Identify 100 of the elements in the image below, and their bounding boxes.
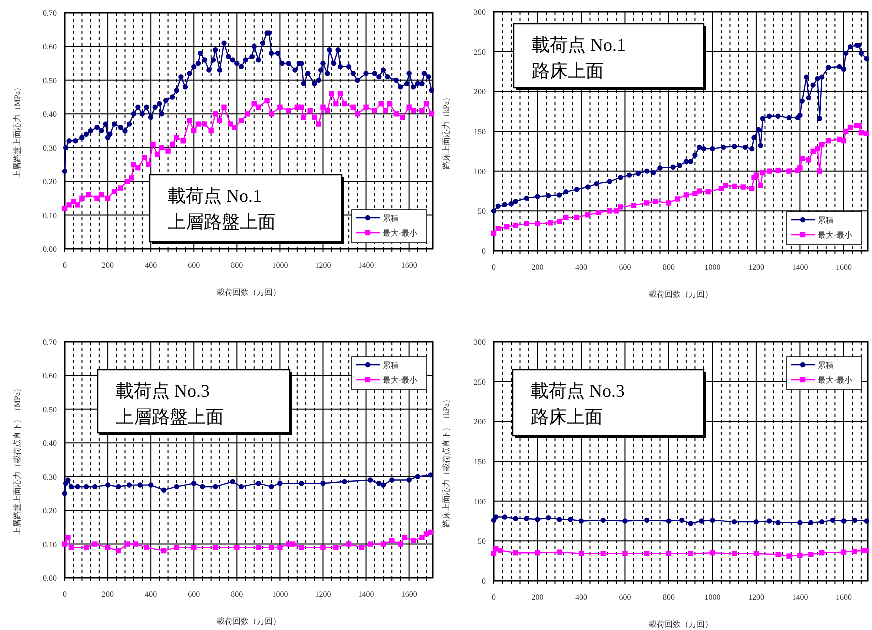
- point: [192, 481, 197, 486]
- text: 載荷点 No.1: [168, 186, 262, 206]
- point: [798, 112, 803, 118]
- y-tick-label: 0.40: [43, 110, 57, 120]
- point: [688, 521, 694, 526]
- y-axis-title: 路床上面応力（載荷点直下）（kPa）: [442, 396, 451, 528]
- point: [138, 482, 143, 488]
- point: [798, 552, 803, 558]
- point: [815, 76, 820, 82]
- y-tick-label: 0.50: [43, 76, 57, 86]
- point: [754, 172, 760, 178]
- point: [256, 481, 262, 486]
- y-tick-label: 0.70: [43, 9, 57, 18]
- x-tick-label: 800: [662, 593, 675, 602]
- point: [786, 115, 792, 121]
- text: 路床上面: [532, 61, 604, 81]
- y-tick-label: 0.10: [43, 211, 57, 220]
- point: [105, 545, 111, 550]
- point: [238, 484, 244, 490]
- x-tick-label: 600: [619, 593, 632, 602]
- x-tick-label: 600: [188, 590, 200, 599]
- point: [806, 158, 812, 163]
- point: [817, 116, 822, 122]
- point: [334, 545, 339, 550]
- point: [666, 551, 672, 557]
- point: [535, 221, 540, 227]
- point: [513, 199, 518, 204]
- point: [844, 50, 849, 56]
- point: [524, 196, 530, 202]
- point: [116, 548, 122, 554]
- point: [618, 204, 624, 210]
- point: [808, 552, 814, 558]
- y-tick-label: 150: [474, 128, 486, 136]
- point: [776, 520, 781, 526]
- point: [491, 230, 497, 236]
- x-tick-label: 1600: [401, 590, 418, 599]
- point: [701, 146, 707, 152]
- point: [607, 208, 613, 214]
- y-tick-label: 0.10: [43, 540, 57, 550]
- x-tick-label: 1200: [315, 590, 332, 599]
- point: [496, 204, 501, 209]
- y-tick-label: 150: [474, 458, 486, 466]
- y-tick-label: 50: [478, 207, 486, 216]
- point: [546, 515, 552, 521]
- text: 載荷点 No.1: [532, 35, 626, 55]
- point: [688, 159, 694, 164]
- point: [299, 481, 304, 486]
- point: [760, 170, 766, 176]
- x-tick-label: 800: [231, 590, 244, 599]
- point: [644, 200, 650, 206]
- point: [68, 545, 74, 550]
- point: [133, 542, 139, 547]
- x-tick-label: 1000: [704, 263, 721, 272]
- legend-label: 累積: [383, 214, 399, 223]
- point: [760, 116, 766, 122]
- point: [524, 516, 530, 522]
- point: [841, 66, 847, 72]
- legend-label: 累積: [818, 361, 834, 370]
- point: [346, 542, 352, 547]
- point: [644, 518, 650, 524]
- point: [732, 519, 738, 525]
- y-tick-label: 250: [474, 48, 486, 57]
- point: [524, 221, 530, 227]
- text: 上層路盤上面: [116, 407, 224, 427]
- point: [390, 538, 395, 544]
- legend-label: 最大-最小: [383, 229, 418, 238]
- point: [564, 189, 569, 195]
- point: [692, 152, 698, 158]
- point: [856, 123, 862, 129]
- point: [754, 551, 760, 557]
- y-tick-label: 0.70: [43, 338, 57, 347]
- point: [491, 551, 497, 557]
- x-tick-label: 400: [145, 590, 158, 599]
- x-tick-label: 1600: [836, 593, 852, 602]
- point: [320, 545, 326, 550]
- point: [368, 478, 374, 483]
- x-tick-label: 1400: [358, 261, 374, 270]
- point: [84, 484, 90, 490]
- point: [116, 484, 122, 490]
- text: 載荷点 No.3: [116, 381, 210, 401]
- legend-label: 最大-最小: [818, 376, 853, 385]
- x-tick-label: 1000: [272, 261, 288, 270]
- legend-label: 最大-最小: [818, 231, 853, 240]
- x-axis-title: 載荷回数（万回）: [649, 290, 713, 299]
- point: [535, 550, 540, 556]
- y-tick-label: 0.40: [43, 439, 57, 448]
- point: [679, 518, 685, 524]
- point: [677, 163, 683, 168]
- point: [622, 518, 628, 524]
- point: [844, 128, 849, 134]
- x-tick-label: 200: [102, 261, 114, 270]
- point: [161, 488, 167, 493]
- x-tick-label: 600: [619, 263, 632, 272]
- point: [848, 124, 854, 130]
- x-tick-label: 1400: [792, 593, 808, 602]
- point: [268, 545, 274, 550]
- point: [692, 191, 698, 196]
- point: [618, 175, 624, 180]
- point: [513, 222, 518, 228]
- point: [688, 551, 694, 557]
